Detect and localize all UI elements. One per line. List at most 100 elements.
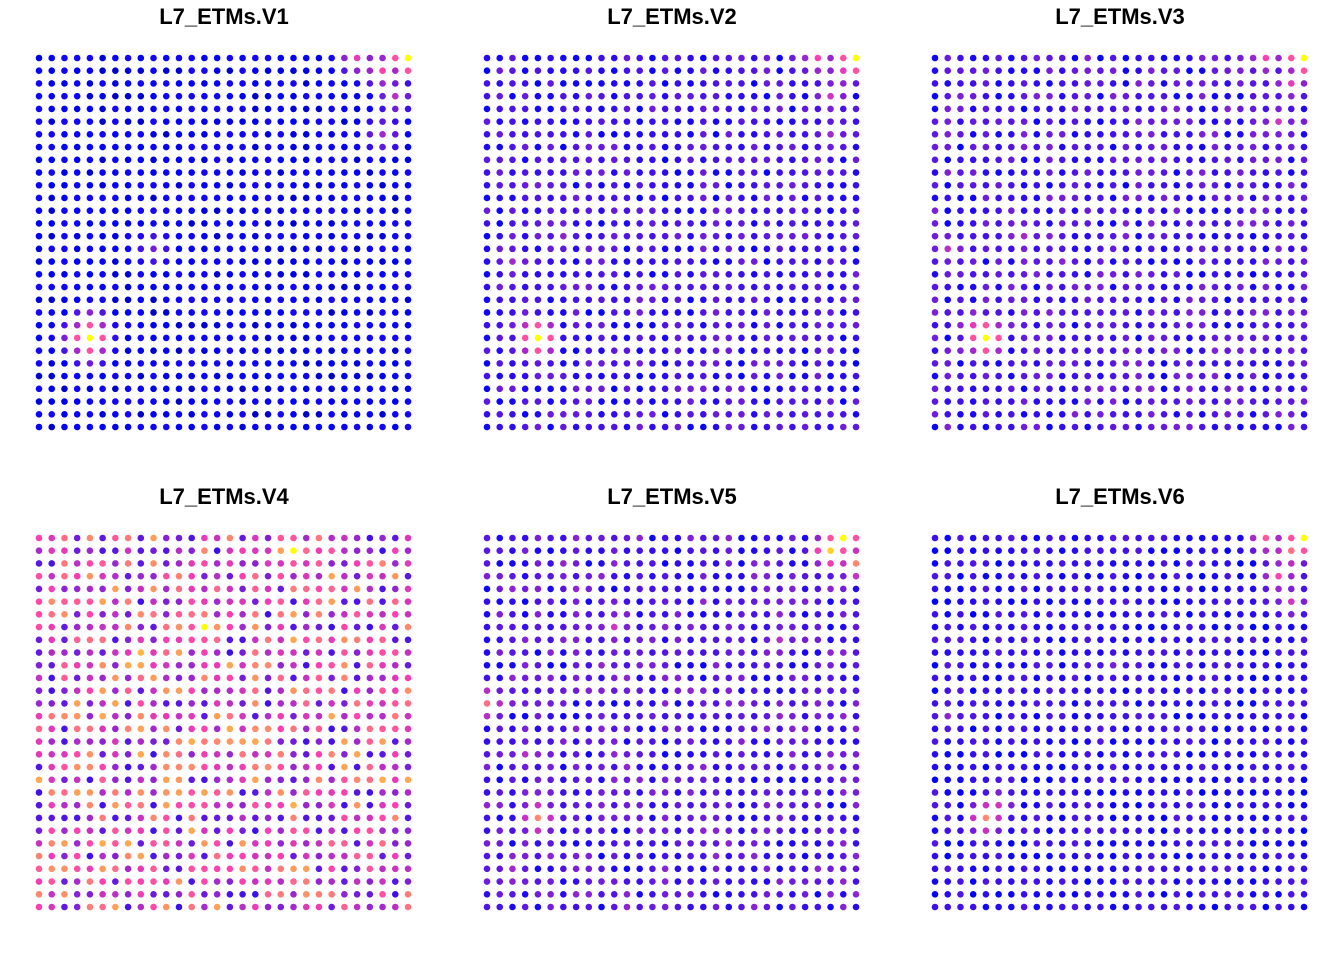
heatmap-cell [1300,410,1308,418]
heatmap-cell [1249,547,1257,555]
heatmap-cell [150,840,157,847]
heatmap-cell [61,700,68,707]
heatmap-cell [931,700,939,707]
heatmap-cell [213,334,221,342]
heatmap-cell [1122,258,1130,265]
heatmap-cell [201,92,208,100]
heatmap-cell [213,674,221,682]
heatmap-cell [1237,534,1244,542]
heatmap-cell [1046,194,1053,202]
heatmap-cell [213,54,221,62]
heatmap-cell [1148,232,1155,240]
heatmap-cell [1249,611,1257,618]
heatmap-cell [1173,258,1181,265]
heatmap-cell [201,347,208,354]
heatmap-cell [1084,585,1091,593]
heatmap-cell [264,865,272,873]
heatmap-cell [763,547,771,555]
heatmap-cell [112,903,119,911]
heatmap-cell [789,572,796,580]
heatmap-cell [1237,398,1244,405]
heatmap-cell [252,712,259,720]
heatmap-cell [534,131,542,138]
heatmap-cell [661,687,669,694]
heatmap-cell [944,572,952,580]
heatmap-cell [547,169,554,176]
heatmap-cell [379,700,386,707]
heatmap-cell [636,636,643,644]
heatmap-cell [137,878,145,885]
heatmap-cell [738,852,745,860]
heatmap-cell [366,751,374,758]
heatmap-cell [162,560,170,567]
heatmap-cell [353,649,361,656]
heatmap-cell [1186,687,1193,694]
heatmap-cell [315,585,323,593]
heatmap-cell [315,220,323,227]
heatmap-cell [636,611,643,618]
heatmap-cell [239,156,246,164]
heatmap-cell [547,547,554,555]
heatmap-cell [73,700,81,707]
heatmap-cell [1211,725,1219,733]
heatmap-cell [712,661,720,669]
heatmap-cell [649,220,656,227]
heatmap-cell [201,271,208,278]
heatmap-cell [1071,181,1079,189]
heatmap-cell [404,372,412,380]
heatmap-cell [1033,649,1041,656]
heatmap-cell [290,700,297,707]
heatmap-cell [636,572,643,580]
heatmap-cell [509,560,516,567]
heatmap-cell [763,271,771,278]
heatmap-cell [687,572,694,580]
heatmap-cell [483,890,491,898]
heatmap-cell [162,751,170,758]
heatmap-cell [277,360,285,367]
heatmap-cell [188,360,195,367]
heatmap-cell [226,309,234,316]
heatmap-cell [547,878,554,885]
heatmap-cell [1160,321,1168,329]
heatmap-cell [982,232,990,240]
heatmap-cell [547,560,554,567]
heatmap-cell [1020,169,1028,176]
heatmap-cell [328,118,335,125]
heatmap-cell [852,131,860,138]
heatmap-cell [750,410,758,418]
heatmap-cell [776,423,783,431]
heatmap-cell [112,598,119,605]
heatmap-cell [944,347,952,354]
heatmap-cell [814,738,822,745]
heatmap-cell [700,321,707,329]
heatmap-cell [700,827,707,834]
heatmap-cell [610,131,618,138]
heatmap-cell [341,309,348,316]
heatmap-cell [162,585,170,593]
heatmap-cell [827,649,834,656]
heatmap-cell [137,232,145,240]
heatmap-cell [175,687,183,694]
heatmap-cell [534,725,542,733]
heatmap-cell [1046,118,1053,125]
heatmap-cell [1071,598,1079,605]
heatmap-cell [35,623,43,631]
heatmap-cell [277,194,285,202]
heatmap-cell [124,258,132,265]
heatmap-cell [1135,181,1142,189]
heatmap-cell [1186,309,1193,316]
heatmap-cell [1135,143,1142,151]
heatmap-cell [661,385,669,393]
heatmap-cell [99,80,106,87]
heatmap-cell [534,661,542,669]
heatmap-cell [315,776,323,784]
heatmap-cell [750,245,758,253]
heatmap-cell [969,271,977,278]
heatmap-cell [302,725,310,733]
heatmap-cell [252,598,259,605]
heatmap-cell [188,423,195,431]
heatmap-cell [509,372,516,380]
heatmap-cell [35,801,43,809]
heatmap-cell [366,410,374,418]
heatmap-cell [1237,143,1244,151]
